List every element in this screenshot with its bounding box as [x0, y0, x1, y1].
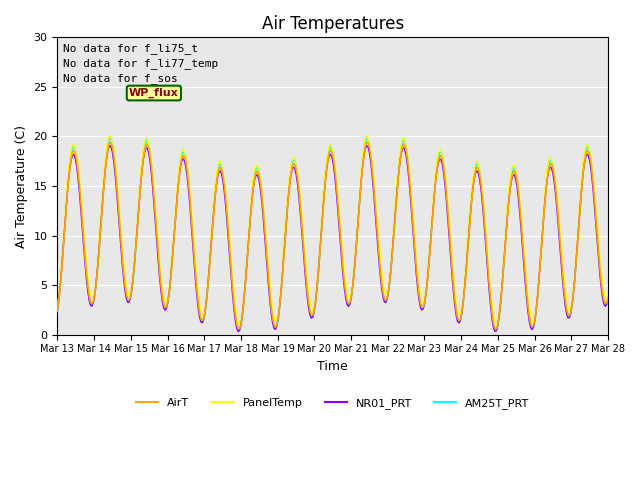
- Legend: AirT, PanelTemp, NR01_PRT, AM25T_PRT: AirT, PanelTemp, NR01_PRT, AM25T_PRT: [131, 394, 534, 414]
- Text: No data for f_li77_temp: No data for f_li77_temp: [63, 58, 218, 69]
- Text: No data for f_li75_t: No data for f_li75_t: [63, 43, 198, 54]
- X-axis label: Time: Time: [317, 360, 348, 373]
- Title: Air Temperatures: Air Temperatures: [262, 15, 404, 33]
- Y-axis label: Air Temperature (C): Air Temperature (C): [15, 124, 28, 248]
- Text: No data for f_sos: No data for f_sos: [63, 73, 178, 84]
- Text: WP_flux: WP_flux: [129, 88, 179, 98]
